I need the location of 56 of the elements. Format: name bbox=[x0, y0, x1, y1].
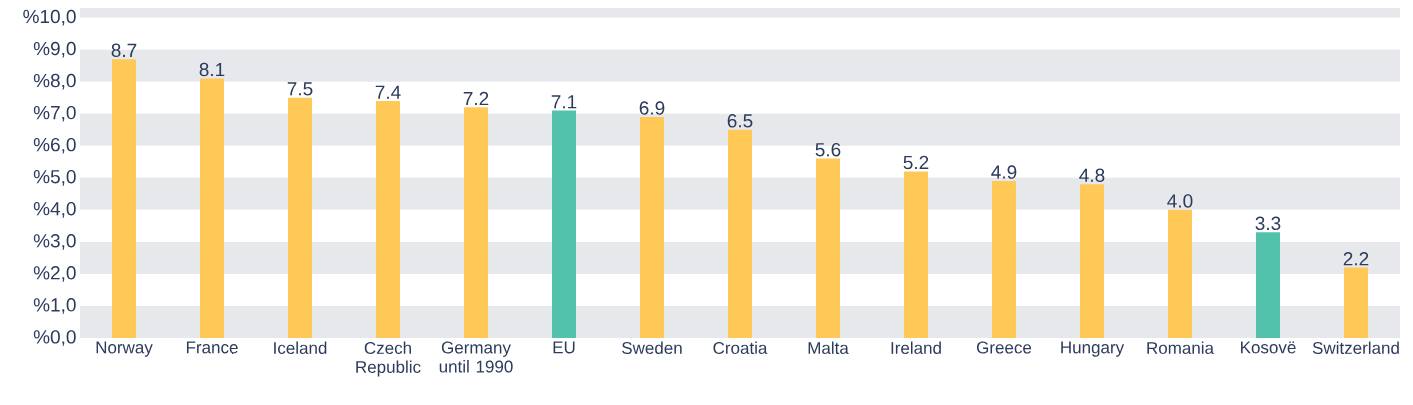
x-tick-label: EU bbox=[553, 341, 575, 354]
data-label: 7.2 bbox=[463, 91, 489, 106]
bar bbox=[376, 100, 401, 338]
data-label: 2.2 bbox=[1343, 252, 1369, 266]
y-tick-label: %4,0 bbox=[33, 201, 76, 218]
y-tick-label: %9,0 bbox=[33, 41, 76, 58]
x-tick-label: Kosovë bbox=[1241, 341, 1296, 354]
data-label: 4.9 bbox=[991, 165, 1017, 179]
x-tick-label: France bbox=[186, 341, 238, 354]
data-label: 7.4 bbox=[375, 85, 401, 99]
bar bbox=[464, 107, 489, 338]
bar bbox=[904, 171, 928, 338]
bar bbox=[816, 158, 840, 338]
y-tick-label: %1,0 bbox=[33, 298, 76, 314]
data-label: 4.0 bbox=[1167, 194, 1193, 208]
data-label: 5.6 bbox=[815, 142, 841, 157]
bar bbox=[112, 59, 137, 338]
y-tick-label: %5,0 bbox=[33, 169, 76, 186]
data-label: 6.9 bbox=[639, 101, 665, 115]
data-label: 6.5 bbox=[727, 114, 753, 128]
data-label: 5.2 bbox=[903, 155, 929, 170]
bar bbox=[552, 110, 577, 338]
data-label: 4.8 bbox=[1079, 168, 1105, 183]
bar bbox=[200, 78, 225, 338]
x-tick-label: Croatia bbox=[713, 341, 768, 355]
x-tick-label: Ireland bbox=[891, 341, 941, 355]
data-label: 7.1 bbox=[551, 95, 577, 109]
data-label: 7.5 bbox=[287, 82, 313, 96]
y-tick-label: %10,0 bbox=[23, 9, 76, 26]
x-tick-label: Switzerland bbox=[1312, 341, 1399, 355]
bar bbox=[1344, 267, 1368, 338]
data-label: 8.7 bbox=[111, 43, 137, 58]
y-tick-label: %0,0 bbox=[33, 330, 76, 346]
y-tick-label: %3,0 bbox=[33, 234, 76, 250]
bar bbox=[640, 116, 664, 338]
data-label: 8.1 bbox=[199, 62, 225, 77]
bar bbox=[1080, 184, 1104, 338]
bar bbox=[1256, 232, 1280, 338]
x-tick-label: Iceland bbox=[274, 341, 327, 355]
x-tick-label: Malta bbox=[808, 341, 849, 355]
bar bbox=[288, 97, 313, 338]
x-tick-label: Germany until 1990 bbox=[439, 341, 513, 373]
bar bbox=[1168, 209, 1192, 338]
x-tick-label: Sweden bbox=[622, 341, 682, 355]
y-tick-label: %8,0 bbox=[33, 73, 76, 90]
bar bbox=[728, 129, 752, 338]
y-tick-label: %6,0 bbox=[33, 137, 76, 154]
data-label: 3.3 bbox=[1255, 216, 1281, 231]
bar bbox=[992, 181, 1016, 338]
x-tick-label: Hungary bbox=[1061, 341, 1125, 357]
y-tick-label: %7,0 bbox=[33, 105, 76, 122]
x-tick-label: Norway bbox=[96, 341, 153, 357]
x-tick-label: Romania bbox=[1147, 341, 1214, 355]
x-tick-label: Greece bbox=[976, 341, 1032, 354]
x-tick-label: Czech Republic bbox=[356, 341, 421, 377]
y-tick-label: %2,0 bbox=[33, 266, 76, 282]
